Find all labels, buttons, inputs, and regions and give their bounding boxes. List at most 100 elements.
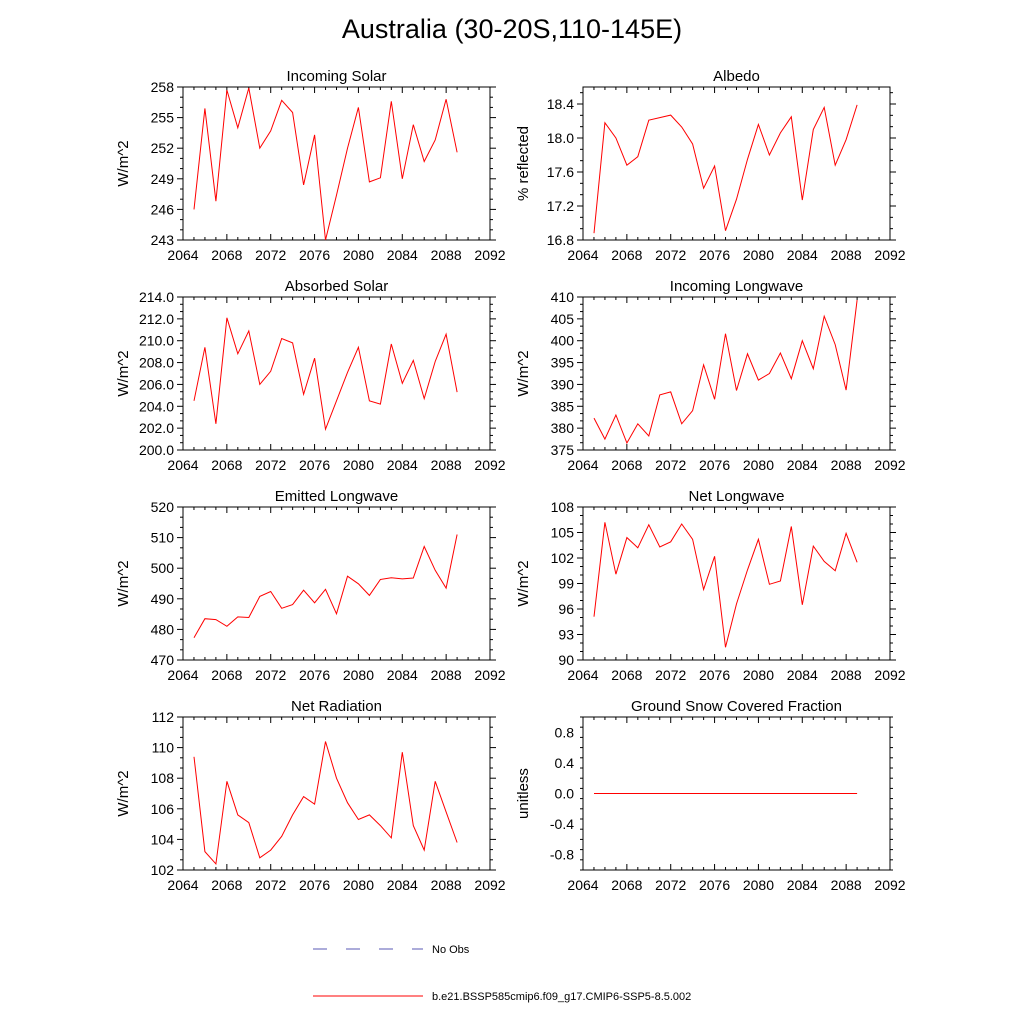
y-tick-label: 206.0	[139, 376, 174, 392]
x-tick-label: 2084	[387, 877, 418, 893]
x-tick-label: 2080	[343, 247, 374, 263]
y-tick-label: 106	[151, 801, 175, 817]
y-axis-label: W/m^2	[115, 140, 132, 186]
y-tick-label: 104	[151, 831, 175, 847]
x-tick-label: 2088	[831, 457, 862, 473]
y-tick-label: -0.4	[550, 816, 574, 832]
x-tick-label: 2092	[474, 457, 505, 473]
y-tick-label: 249	[151, 171, 175, 187]
x-tick-label: 2080	[343, 457, 374, 473]
x-tick-label: 2080	[343, 667, 374, 683]
panel-title: Ground Snow Covered Fraction	[631, 698, 842, 715]
x-tick-label: 2068	[211, 457, 242, 473]
x-tick-label: 2072	[655, 877, 686, 893]
x-tick-label: 2068	[211, 667, 242, 683]
x-tick-label: 2088	[431, 457, 462, 473]
panels-group: Incoming Solar W/m^2 2064 2068 2072 2076 2080 2…	[115, 68, 906, 893]
x-tick-label: 2072	[255, 877, 286, 893]
x-tick-label: 2088	[431, 877, 462, 893]
x-tick-label: 2080	[743, 457, 774, 473]
x-tick-label: 2088	[431, 667, 462, 683]
page-title: Australia (30-20S,110-145E)	[341, 14, 683, 44]
y-axis-label: W/m^2	[115, 350, 132, 396]
x-tick-label: 2068	[611, 247, 642, 263]
x-tick-label: 2076	[299, 247, 330, 263]
x-tick-label: 2080	[743, 667, 774, 683]
y-tick-label: 112	[152, 709, 175, 725]
x-tick-label: 2092	[874, 667, 905, 683]
y-tick-label: 385	[551, 398, 575, 414]
panel-2: Albedo % reflected 2064 2068 2072 2076 2080 208…	[515, 68, 906, 263]
x-tick-label: 2092	[874, 457, 905, 473]
series-line	[193, 534, 458, 638]
plot-frame	[582, 506, 891, 661]
y-tick-label: 212.0	[139, 311, 174, 327]
x-tick-label: 2080	[743, 877, 774, 893]
x-tick-label: 2064	[167, 247, 198, 263]
x-tick-label: 2092	[874, 877, 905, 893]
panel-8: Ground Snow Covered Fraction unitless 2064…	[515, 698, 906, 893]
y-tick-label: 204.0	[139, 398, 174, 414]
x-tick-label: 2076	[699, 877, 730, 893]
x-tick-label: 2068	[611, 667, 642, 683]
panel-7: Net Radiation W/m^2 2064 2068 2072 2076 2080 20…	[115, 698, 506, 893]
panel-title: Incoming Longwave	[670, 278, 803, 295]
y-tick-label: 410	[551, 289, 575, 305]
x-tick-label: 2068	[611, 877, 642, 893]
y-tick-label: 200.0	[139, 442, 174, 458]
series-line	[193, 741, 458, 866]
y-axis-label: W/m^2	[515, 350, 532, 396]
series-line	[593, 300, 858, 445]
y-tick-label: 108	[551, 499, 575, 515]
y-tick-label: 108	[151, 770, 175, 786]
panel-title: Net Longwave	[689, 488, 785, 505]
y-tick-label: 0.0	[555, 786, 575, 802]
series-line	[593, 104, 858, 234]
y-tick-label: 208.0	[139, 355, 174, 371]
x-tick-label: 2088	[831, 247, 862, 263]
y-axis-label: % reflected	[515, 126, 532, 201]
panel-title: Emitted Longwave	[275, 488, 398, 505]
x-tick-label: 2076	[299, 667, 330, 683]
x-tick-label: 2064	[567, 877, 598, 893]
y-tick-label: 105	[551, 525, 575, 541]
x-tick-label: 2072	[655, 247, 686, 263]
y-axis-label: W/m^2	[115, 560, 132, 606]
y-axis-label: W/m^2	[115, 770, 132, 816]
series-line	[193, 87, 458, 241]
y-tick-label: 395	[551, 355, 575, 371]
panel-6: Net Longwave W/m^2 2064 2068 2072 2076 2080 208…	[515, 488, 906, 683]
x-tick-label: 2064	[567, 667, 598, 683]
plot-frame	[182, 86, 491, 241]
series-line	[193, 317, 458, 432]
x-tick-label: 2084	[787, 877, 818, 893]
panel-3: Absorbed Solar W/m^2 2064 2068 2072 2076 2080 2…	[115, 278, 506, 473]
plot-frame	[182, 506, 491, 661]
x-tick-label: 2068	[611, 457, 642, 473]
y-tick-label: 405	[551, 311, 575, 327]
legend-label: No Obs	[432, 944, 470, 956]
x-tick-label: 2072	[655, 457, 686, 473]
y-tick-label: 90	[558, 652, 574, 668]
x-tick-label: 2084	[387, 667, 418, 683]
x-tick-label: 2084	[787, 247, 818, 263]
x-tick-label: 2092	[474, 247, 505, 263]
x-tick-label: 2072	[255, 457, 286, 473]
legend: No Obs b.e21.BSSP585cmip6.f09_g17.CMIP6-S…	[313, 944, 691, 1003]
y-tick-label: 210.0	[139, 333, 174, 349]
y-tick-label: 243	[151, 232, 175, 248]
x-tick-label: 2076	[299, 877, 330, 893]
x-tick-label: 2064	[567, 247, 598, 263]
plot-frame	[182, 716, 491, 871]
y-tick-label: 390	[551, 376, 575, 392]
x-tick-label: 2076	[299, 457, 330, 473]
y-tick-label: 246	[151, 201, 175, 217]
y-tick-label: -0.8	[550, 847, 574, 863]
panel-4: Incoming Longwave W/m^2 2064 2068 2072 2076 20…	[515, 278, 906, 473]
x-tick-label: 2068	[211, 877, 242, 893]
panel-1: Incoming Solar W/m^2 2064 2068 2072 2076 2080 2…	[115, 68, 506, 263]
y-tick-label: 380	[551, 420, 575, 436]
x-tick-label: 2092	[474, 877, 505, 893]
panel-title: Net Radiation	[291, 698, 382, 715]
